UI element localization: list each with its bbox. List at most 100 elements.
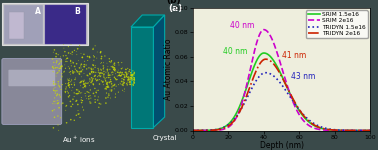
Point bbox=[74, 63, 80, 65]
Point bbox=[91, 56, 97, 58]
Point bbox=[108, 83, 115, 85]
Point bbox=[59, 72, 65, 75]
Point bbox=[127, 81, 133, 83]
Point bbox=[130, 70, 136, 72]
Point bbox=[124, 73, 130, 76]
Point bbox=[63, 58, 69, 61]
Point bbox=[131, 82, 137, 84]
Point bbox=[119, 71, 125, 74]
Point bbox=[59, 76, 65, 78]
Point bbox=[88, 67, 94, 70]
Point bbox=[70, 69, 76, 72]
Point bbox=[119, 89, 125, 92]
Point bbox=[87, 89, 93, 91]
Point bbox=[71, 84, 77, 86]
Point bbox=[108, 61, 114, 64]
Point bbox=[130, 75, 136, 77]
Point bbox=[67, 68, 73, 70]
Polygon shape bbox=[131, 27, 153, 127]
Point bbox=[87, 73, 93, 76]
Point bbox=[90, 83, 96, 86]
Point bbox=[105, 74, 111, 76]
Point bbox=[54, 102, 60, 105]
Point bbox=[52, 86, 58, 89]
Point bbox=[67, 86, 73, 89]
Point bbox=[130, 84, 136, 87]
Point bbox=[124, 82, 130, 85]
Point bbox=[103, 102, 109, 104]
Point bbox=[116, 74, 122, 76]
Point bbox=[74, 93, 80, 95]
Point bbox=[70, 71, 76, 74]
Point bbox=[67, 84, 73, 86]
Point bbox=[72, 68, 78, 70]
Point bbox=[111, 68, 117, 71]
Point bbox=[64, 104, 70, 107]
Point bbox=[52, 64, 58, 67]
Point bbox=[81, 109, 87, 111]
Point bbox=[95, 89, 101, 92]
Point bbox=[101, 75, 107, 77]
Point bbox=[82, 84, 88, 87]
Point bbox=[58, 61, 64, 63]
Point bbox=[54, 72, 60, 75]
Point bbox=[77, 70, 83, 73]
Point bbox=[57, 56, 64, 58]
Point bbox=[90, 83, 96, 85]
Point bbox=[101, 70, 107, 73]
Point bbox=[56, 58, 62, 60]
Point bbox=[68, 52, 74, 55]
Point bbox=[57, 67, 64, 70]
Point bbox=[56, 85, 62, 88]
Point bbox=[120, 84, 126, 87]
Point bbox=[101, 61, 107, 64]
Point bbox=[68, 79, 74, 81]
Point bbox=[126, 70, 132, 73]
Point bbox=[71, 119, 77, 122]
Point bbox=[112, 76, 118, 78]
Point bbox=[81, 82, 87, 84]
Point bbox=[75, 92, 81, 95]
Point bbox=[62, 90, 68, 93]
Point bbox=[50, 66, 56, 68]
Point bbox=[84, 74, 90, 76]
Point bbox=[90, 54, 96, 57]
Point bbox=[58, 60, 64, 63]
Point bbox=[100, 72, 106, 75]
Point bbox=[118, 71, 124, 74]
Point bbox=[54, 66, 60, 69]
Point bbox=[109, 66, 115, 69]
Point bbox=[78, 76, 84, 78]
Point bbox=[127, 79, 133, 81]
Point bbox=[67, 86, 73, 88]
Point bbox=[129, 78, 135, 80]
Point bbox=[127, 81, 133, 84]
Point bbox=[127, 74, 133, 76]
X-axis label: Depth (nm): Depth (nm) bbox=[260, 141, 304, 150]
Point bbox=[75, 113, 81, 115]
Point bbox=[98, 52, 104, 54]
Point bbox=[125, 79, 131, 81]
Point bbox=[53, 66, 59, 69]
Point bbox=[91, 71, 97, 73]
Point bbox=[72, 71, 78, 73]
Point bbox=[108, 65, 114, 68]
Point bbox=[94, 79, 100, 82]
Point bbox=[121, 74, 127, 76]
Point bbox=[53, 52, 59, 55]
Point bbox=[93, 71, 99, 74]
Point bbox=[81, 53, 87, 56]
Point bbox=[90, 64, 96, 67]
Point bbox=[125, 76, 131, 79]
Point bbox=[106, 58, 112, 60]
Point bbox=[50, 102, 56, 105]
Point bbox=[87, 101, 93, 103]
Point bbox=[65, 96, 71, 98]
Point bbox=[52, 90, 58, 92]
Point bbox=[94, 79, 100, 81]
Point bbox=[129, 76, 135, 78]
Point bbox=[84, 68, 90, 70]
Point bbox=[113, 78, 119, 80]
Point bbox=[75, 103, 81, 106]
Point bbox=[98, 75, 104, 77]
